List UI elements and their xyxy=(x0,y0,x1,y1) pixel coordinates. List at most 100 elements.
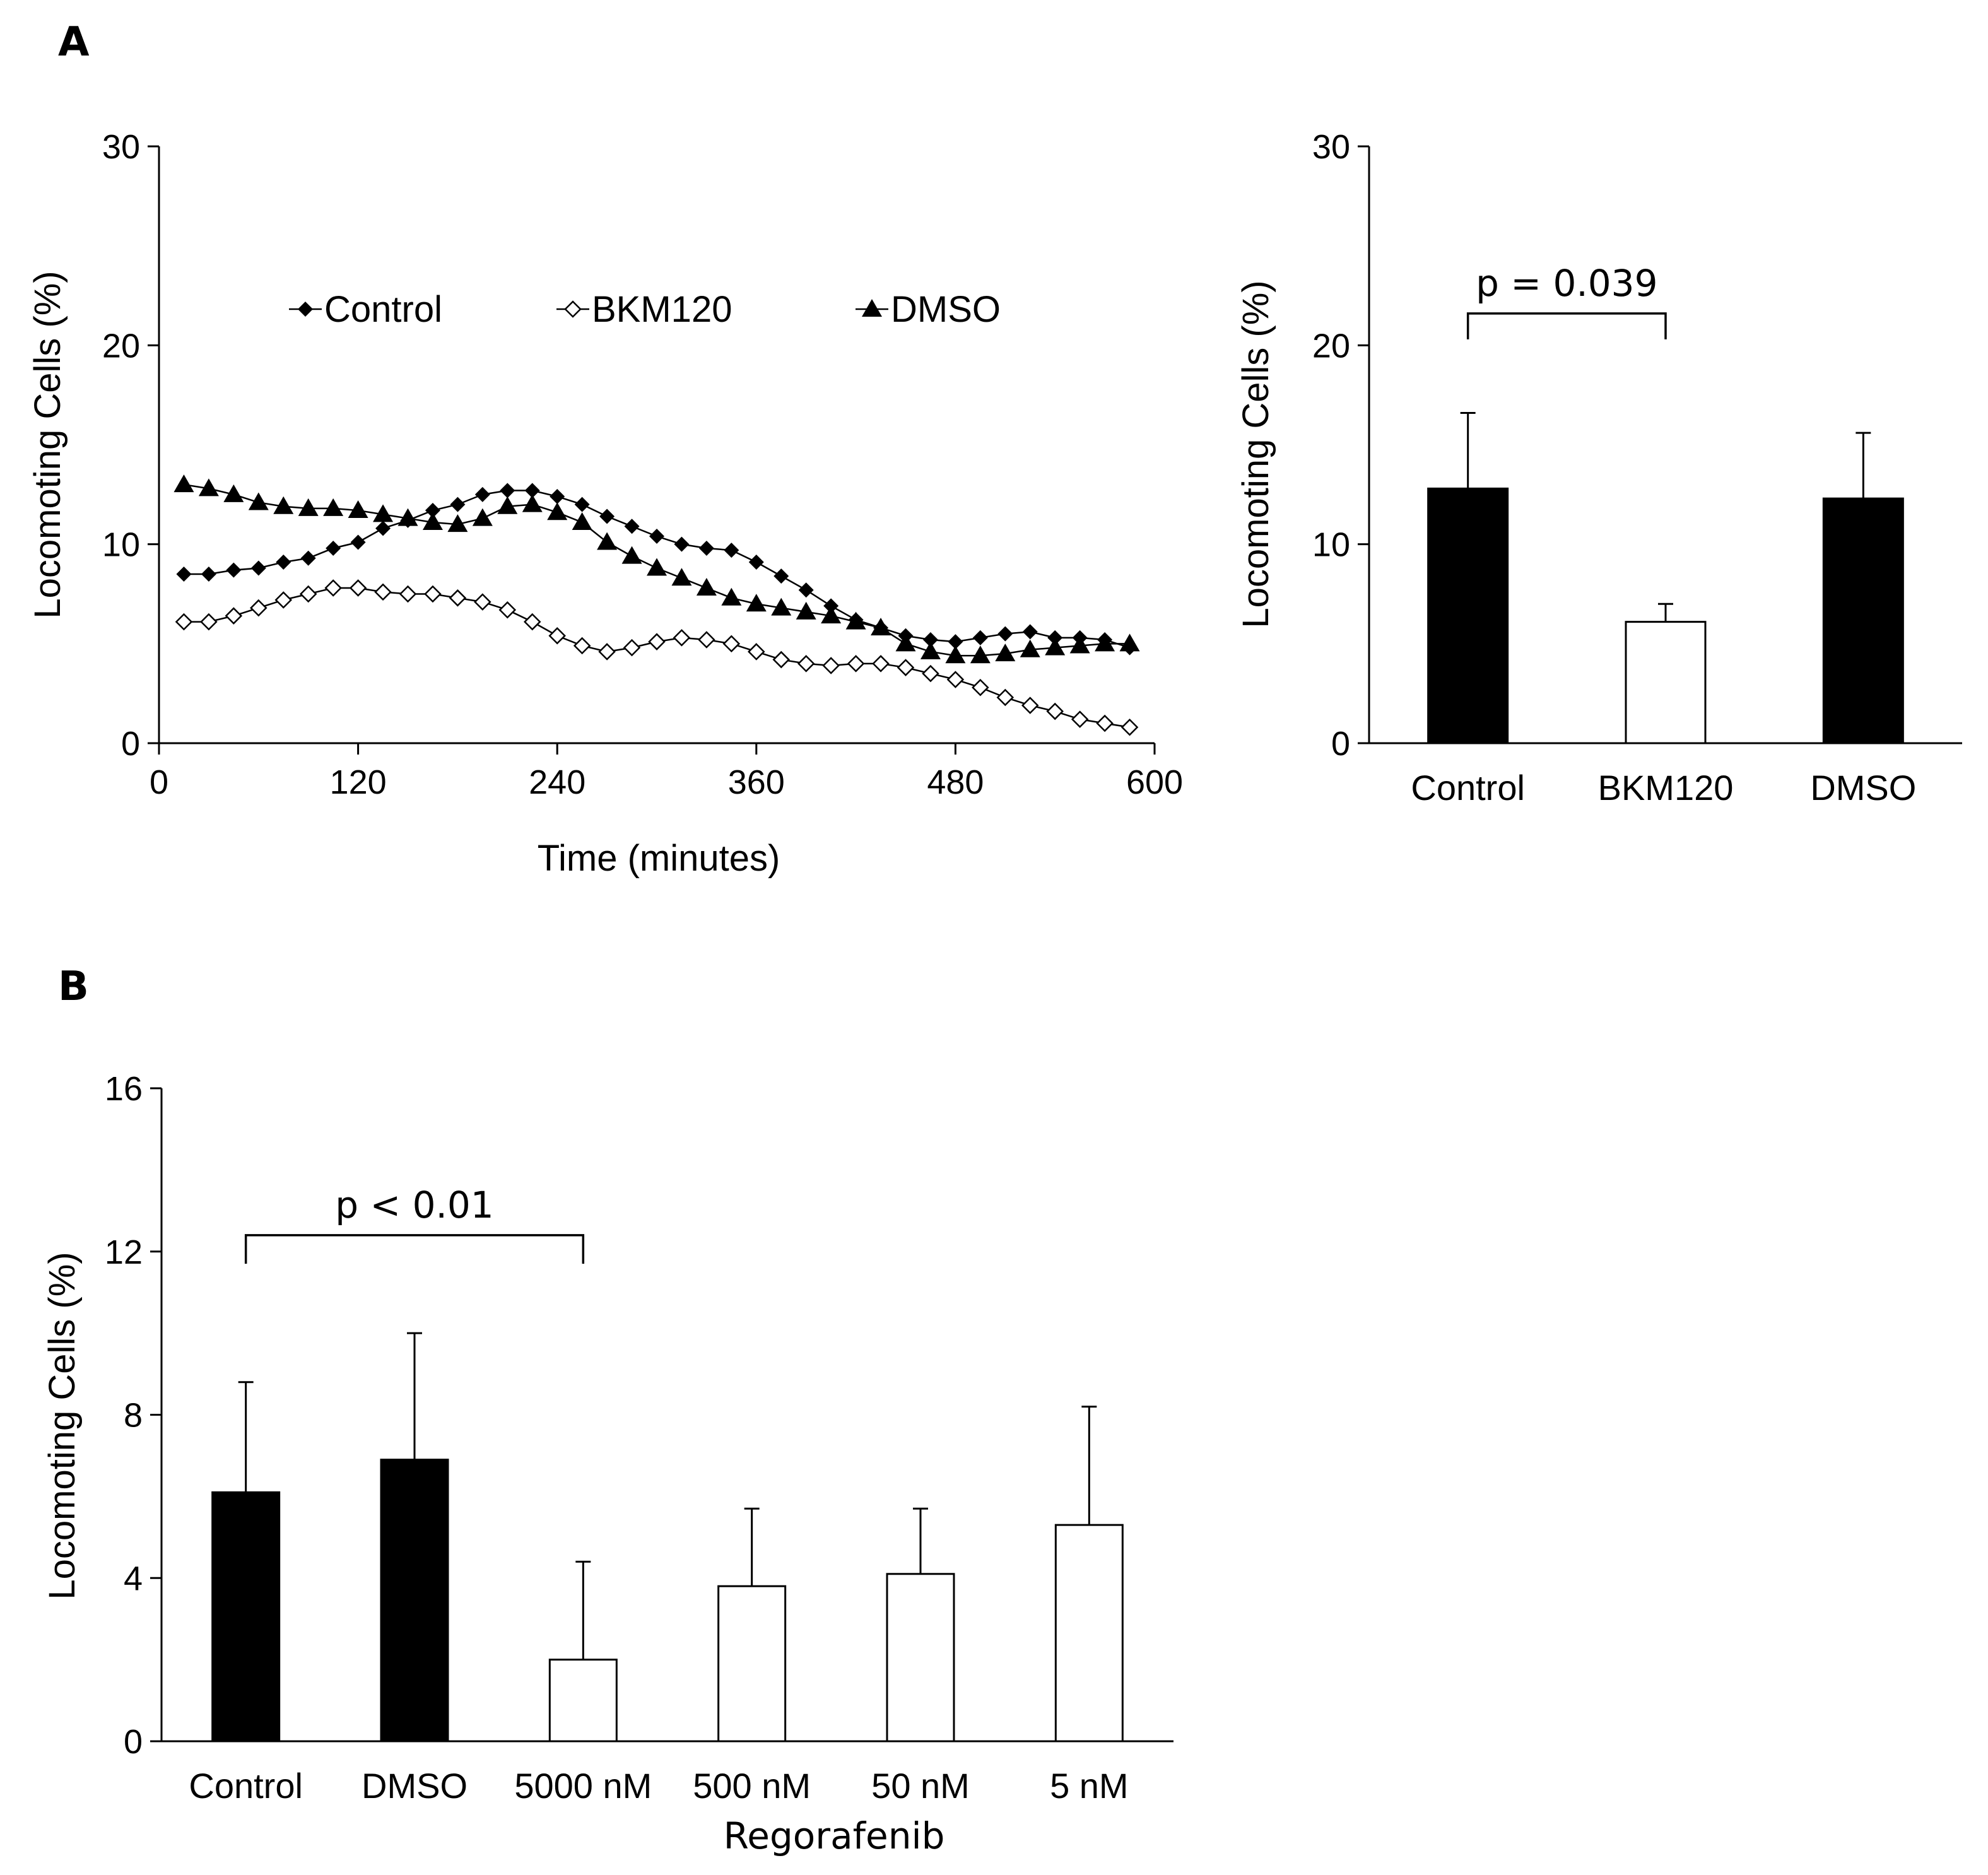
x-tick-label: 5000 nM xyxy=(514,1766,652,1806)
x-tick-label: 5 nM xyxy=(1050,1766,1129,1806)
y-tick-label: 16 xyxy=(105,1070,143,1108)
data-point xyxy=(748,555,764,570)
data-point xyxy=(174,474,194,493)
y-tick-label: 0 xyxy=(1331,725,1350,763)
data-point xyxy=(922,632,938,648)
data-point xyxy=(649,529,664,544)
data-point xyxy=(273,496,294,514)
data-point xyxy=(425,503,440,519)
bar-dmso xyxy=(380,1459,449,1743)
data-point xyxy=(1095,633,1115,652)
data-point xyxy=(300,550,316,566)
data-point xyxy=(474,486,490,502)
data-point xyxy=(397,508,418,526)
data-point xyxy=(198,478,219,497)
chart-b-bar: 0 4 8 12 16 Locomoting Cells (%) Regorafenib… xyxy=(42,1070,1173,1857)
x-tick-label: DMSO xyxy=(1810,768,1916,808)
data-point xyxy=(748,643,765,661)
data-point xyxy=(523,613,541,631)
data-point xyxy=(497,496,518,514)
data-point xyxy=(1120,719,1139,736)
data-point xyxy=(798,582,814,598)
data-point xyxy=(772,650,791,669)
data-point xyxy=(424,585,442,603)
y-tick-label: 12 xyxy=(105,1233,143,1271)
data-point xyxy=(997,626,1013,642)
data-point xyxy=(447,514,468,532)
bar-50-nm xyxy=(886,1573,955,1743)
x-axis-label: Time (minutes) xyxy=(538,838,780,879)
data-point xyxy=(373,504,394,522)
legend-marker-control xyxy=(298,302,313,317)
data-point xyxy=(572,512,592,530)
data-point xyxy=(647,558,667,576)
data-point xyxy=(326,540,341,556)
data-point xyxy=(746,594,767,612)
x-tick-label: 50 nM xyxy=(871,1766,970,1806)
data-point xyxy=(598,643,616,661)
data-point xyxy=(1071,710,1089,728)
data-point xyxy=(375,520,391,536)
data-point xyxy=(399,585,417,603)
data-point xyxy=(671,568,692,586)
data-point xyxy=(1045,637,1066,655)
x-tick-label: BKM120 xyxy=(1598,768,1734,808)
data-point xyxy=(547,502,568,520)
data-point xyxy=(1021,697,1039,714)
y-tick-label: 0 xyxy=(124,1723,143,1761)
data-point xyxy=(323,498,344,516)
data-point xyxy=(698,540,714,556)
data-point xyxy=(946,671,965,688)
y-tick-label: 30 xyxy=(102,128,140,166)
y-tick-label: 20 xyxy=(102,327,140,365)
p-value-label: p = 0.039 xyxy=(1476,262,1657,305)
data-point xyxy=(524,483,540,498)
data-point xyxy=(500,483,515,498)
data-point xyxy=(722,635,741,653)
y-axis-label: Locomoting Cells (%) xyxy=(1235,280,1276,628)
data-point xyxy=(450,497,466,512)
series-line-bkm120 xyxy=(184,587,1130,729)
data-point xyxy=(472,508,493,526)
data-point xyxy=(250,599,268,617)
data-point xyxy=(574,497,590,512)
data-point xyxy=(721,587,742,606)
data-point xyxy=(674,536,690,552)
legend-label-dmso: DMSO xyxy=(891,289,1001,330)
data-point xyxy=(845,611,866,630)
data-point xyxy=(821,606,842,624)
data-point xyxy=(724,543,739,558)
data-point xyxy=(773,568,789,584)
data-point xyxy=(324,579,342,597)
data-point xyxy=(771,597,792,616)
data-point xyxy=(248,492,269,510)
data-point xyxy=(226,562,242,578)
legend-marker-dmso xyxy=(862,299,882,317)
data-point xyxy=(597,532,618,550)
y-tick-label: 10 xyxy=(1312,526,1350,564)
data-point xyxy=(1022,624,1038,640)
chart-a-line: 0 10 20 30 0 120 240 360 480 600 Locomoting Cells… xyxy=(27,128,1183,879)
panel-label-a: A xyxy=(58,19,90,66)
data-point xyxy=(1046,702,1064,720)
data-point xyxy=(522,494,543,512)
data-point xyxy=(298,498,319,516)
x-tick-label: DMSO xyxy=(362,1766,468,1806)
data-point xyxy=(698,631,715,649)
bar-control xyxy=(211,1491,281,1743)
data-point xyxy=(599,508,615,524)
p-value-label: p < 0.01 xyxy=(335,1184,493,1226)
data-point xyxy=(250,560,266,576)
x-tick-label: 0 xyxy=(150,763,168,801)
data-point xyxy=(648,633,666,650)
x-tick-label: 500 nM xyxy=(693,1766,811,1806)
x-tick-label: Control xyxy=(1411,768,1525,808)
data-point xyxy=(422,512,443,530)
significance-bracket xyxy=(1466,312,1667,339)
x-tick-label: 360 xyxy=(728,763,785,801)
data-point xyxy=(972,630,988,645)
data-point xyxy=(972,678,989,697)
data-point xyxy=(550,488,565,504)
bar-500-nm xyxy=(717,1585,787,1743)
